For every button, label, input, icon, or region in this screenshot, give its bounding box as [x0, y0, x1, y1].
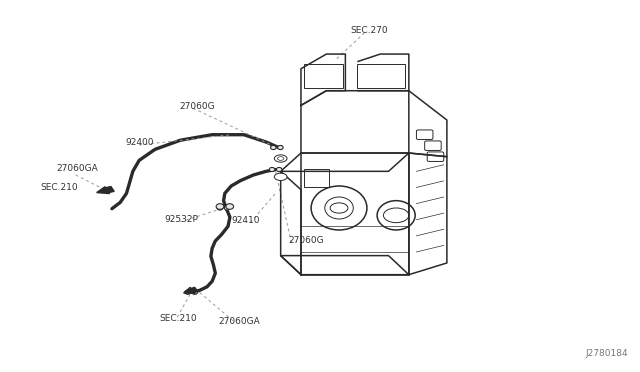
Text: 27060GA: 27060GA — [57, 164, 99, 173]
Text: 27060G: 27060G — [179, 102, 215, 110]
Text: 27060G: 27060G — [288, 237, 324, 246]
Text: J2780184: J2780184 — [585, 349, 628, 358]
Ellipse shape — [216, 204, 224, 209]
Text: 92400: 92400 — [125, 138, 154, 147]
Ellipse shape — [185, 290, 191, 294]
Text: 92532P: 92532P — [164, 215, 198, 224]
Circle shape — [275, 155, 287, 162]
Ellipse shape — [225, 206, 230, 210]
Ellipse shape — [226, 204, 234, 209]
Text: SEC.210: SEC.210 — [41, 183, 79, 192]
Ellipse shape — [276, 167, 282, 171]
FancyArrow shape — [97, 186, 114, 193]
Text: 27060GA: 27060GA — [218, 317, 260, 326]
Ellipse shape — [269, 167, 275, 171]
Text: SEC.210: SEC.210 — [159, 314, 197, 323]
Ellipse shape — [217, 206, 223, 210]
Ellipse shape — [192, 290, 198, 294]
Text: SEC.270: SEC.270 — [351, 26, 388, 35]
Text: 92410: 92410 — [231, 216, 260, 225]
Ellipse shape — [271, 145, 276, 150]
Ellipse shape — [278, 145, 284, 150]
FancyArrow shape — [184, 288, 198, 294]
Circle shape — [275, 173, 287, 180]
